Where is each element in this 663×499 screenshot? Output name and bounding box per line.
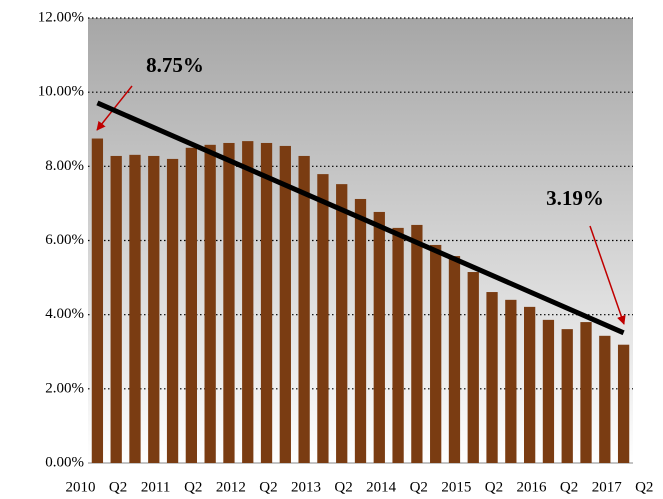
data-label: 3.19%	[546, 186, 604, 210]
bar	[524, 306, 536, 463]
x-tick-label: 2013	[291, 479, 321, 495]
y-tick-label: 4.00%	[45, 306, 84, 322]
trend-line	[96, 100, 625, 336]
bar	[392, 227, 404, 463]
bar	[467, 272, 479, 463]
bar	[373, 211, 385, 463]
bar	[185, 147, 197, 463]
bar	[110, 155, 122, 463]
y-tick-label: 6.00%	[45, 232, 84, 248]
bar	[204, 144, 216, 463]
x-tick-label: 2015	[441, 479, 471, 495]
x-tick-label: Q2	[259, 479, 277, 495]
x-tick-label: Q2	[410, 479, 428, 495]
bar	[411, 224, 423, 463]
bar	[279, 145, 291, 463]
x-tick-label: 2017	[592, 479, 623, 495]
x-tick-label: 2016	[517, 479, 548, 495]
y-tick-label: 12.00%	[38, 9, 84, 25]
x-tick-label: Q2	[109, 479, 127, 495]
bar	[260, 142, 273, 464]
bar	[505, 299, 517, 463]
x-tick-label: 2012	[216, 479, 246, 495]
bar	[430, 244, 442, 463]
x-tick-label: 2011	[141, 479, 170, 495]
x-tick-label: Q2	[485, 479, 503, 495]
y-tick-label: 0.00%	[45, 454, 84, 470]
bar	[486, 292, 498, 463]
x-tick-label: 2010	[65, 479, 95, 495]
bar	[148, 155, 160, 463]
bar	[91, 138, 104, 464]
bar	[580, 322, 592, 463]
bar	[298, 155, 310, 463]
arrow	[589, 225, 626, 325]
y-tick-label: 8.00%	[45, 158, 84, 174]
bar	[336, 184, 348, 463]
x-tick-label: Q2	[334, 479, 352, 495]
bar	[542, 319, 555, 463]
x-tick-label: Q2	[184, 479, 202, 495]
bar	[317, 174, 329, 463]
x-tick-label: Q2	[560, 479, 578, 495]
bar	[223, 142, 235, 464]
y-tick-label: 2.00%	[45, 380, 84, 396]
bar	[599, 335, 611, 463]
bar	[561, 329, 573, 463]
bar	[166, 158, 179, 463]
x-tick-label: 2014	[366, 479, 397, 495]
y-tick-label: 10.00%	[38, 84, 84, 100]
x-tick-label: Q2	[635, 479, 653, 495]
bar	[129, 154, 141, 463]
bar	[448, 256, 461, 463]
bar	[617, 344, 630, 463]
bar	[242, 141, 254, 463]
data-label: 8.75%	[146, 53, 204, 77]
bar	[354, 198, 367, 463]
